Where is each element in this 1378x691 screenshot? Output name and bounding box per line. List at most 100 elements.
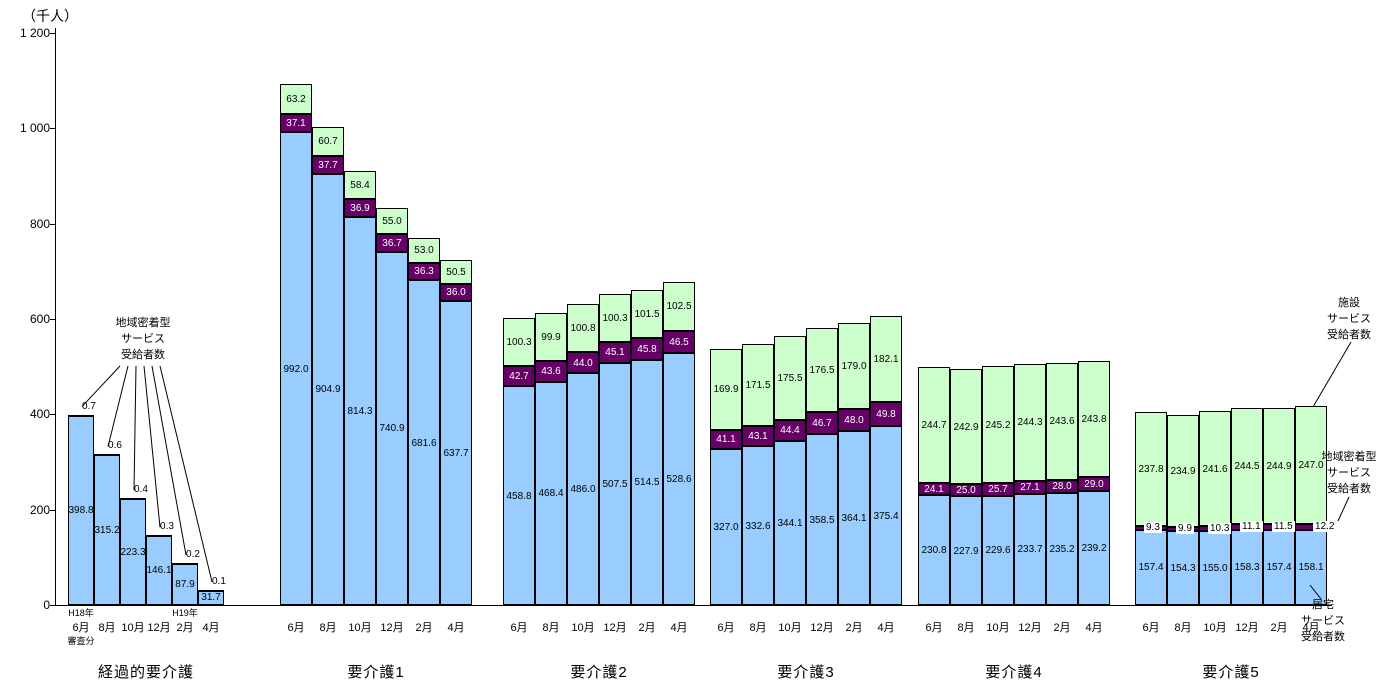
value-label-facility: 237.8 xyxy=(1138,463,1164,475)
month-label: 8月 xyxy=(98,622,116,634)
bar-segment-home xyxy=(440,301,472,605)
month-label: 2月 xyxy=(176,622,194,634)
bar-segment-community xyxy=(280,114,312,133)
value-label-home: 814.3 xyxy=(347,405,373,417)
bar-segment-facility xyxy=(1295,406,1327,524)
value-label-facility: 244.5 xyxy=(1234,460,1260,472)
annotation-facility-right: 施設 サービス 受給者数 xyxy=(1327,297,1371,341)
value-label-facility: 243.8 xyxy=(1081,414,1107,426)
value-label-home: 227.9 xyxy=(953,545,979,557)
bar-segment-facility xyxy=(567,304,599,353)
bar-segment-facility xyxy=(1014,364,1046,481)
value-label-home: 235.2 xyxy=(1049,543,1075,555)
value-label-community: 49.8 xyxy=(876,409,896,421)
bar-segment-home xyxy=(1199,531,1231,605)
month-label: 2月 xyxy=(845,622,863,634)
bar-segment-home xyxy=(1231,529,1263,605)
bar-segment-facility xyxy=(950,368,982,485)
bar-segment-facility xyxy=(806,327,838,412)
leader-line xyxy=(133,365,137,491)
value-label-home: 154.3 xyxy=(1170,563,1196,575)
value-label-community: 28.0 xyxy=(1052,481,1072,493)
bar-segment-community xyxy=(146,535,172,538)
y-tick-mark xyxy=(50,509,55,511)
value-label-community: 27.1 xyxy=(1020,482,1040,494)
month-label: 8月 xyxy=(1174,622,1192,634)
bar-segment-community xyxy=(1046,479,1078,493)
value-label-home: 230.8 xyxy=(921,544,947,556)
value-label-community: 43.1 xyxy=(748,431,768,443)
value-label-community: 36.0 xyxy=(446,287,466,299)
bar-segment-home xyxy=(312,173,344,605)
bar-segment-home xyxy=(1046,492,1078,605)
bar-segment-facility xyxy=(312,126,344,156)
value-label-facility: 247.0 xyxy=(1298,459,1324,471)
value-label-home: 514.5 xyxy=(634,477,660,489)
month-label: 4月 xyxy=(670,622,688,634)
era-label: H19年 xyxy=(172,608,198,618)
bar-segment-facility xyxy=(1231,407,1263,525)
value-label-facility: 242.9 xyxy=(953,421,979,433)
bar-segment-community xyxy=(68,414,94,417)
y-axis-title: （千人） xyxy=(22,8,78,24)
bar-segment-facility xyxy=(280,84,312,115)
group-label: 要介護2 xyxy=(570,664,628,681)
value-label-home: 637.7 xyxy=(443,448,469,459)
value-label-home: 528.6 xyxy=(666,474,692,486)
value-label-home: 332.6 xyxy=(745,520,771,532)
bar-segment-community xyxy=(198,589,224,592)
bar-segment-home xyxy=(120,498,146,605)
y-tick-label: 800 xyxy=(29,216,50,231)
bar-segment-community xyxy=(663,330,695,354)
bar-segment-facility xyxy=(599,293,631,342)
value-label-community: 42.7 xyxy=(509,371,529,383)
value-label-home: 358.5 xyxy=(809,514,835,526)
value-label-home: 31.7 xyxy=(201,592,221,604)
bar-segment-home xyxy=(1167,531,1199,605)
value-label-facility: 175.5 xyxy=(777,372,803,384)
month-label: 4月 xyxy=(1302,622,1320,634)
value-label-facility: 100.3 xyxy=(506,337,532,349)
bar-segment-community xyxy=(806,411,838,435)
annotation-home-right: 居宅 サービス 受給者数 xyxy=(1301,599,1345,643)
value-label-community: 10.3 xyxy=(1208,522,1232,534)
value-label-community: 0.1 xyxy=(212,575,226,587)
value-label-facility: 58.4 xyxy=(350,180,370,192)
value-label-facility: 100.8 xyxy=(570,323,596,335)
bar-segment-home xyxy=(838,431,870,605)
value-label-facility: 101.5 xyxy=(634,308,660,320)
value-label-home: 904.9 xyxy=(315,384,341,396)
value-label-facility: 244.3 xyxy=(1017,417,1043,429)
month-label: 6月 xyxy=(287,622,305,634)
bar-segment-facility xyxy=(710,348,742,430)
value-label-community: 46.7 xyxy=(812,417,832,429)
y-tick-label: 600 xyxy=(29,312,50,326)
bar-segment-community xyxy=(567,352,599,374)
bar-segment-facility xyxy=(774,336,806,420)
bar-segment-community xyxy=(1078,477,1110,491)
month-label: 10月 xyxy=(121,622,145,634)
value-label-home: 157.4 xyxy=(1266,562,1292,574)
value-label-home: 87.9 xyxy=(175,579,195,591)
value-label-community: 24.1 xyxy=(924,484,944,496)
month-label: 6月 xyxy=(925,622,943,634)
value-label-home: 223.3 xyxy=(120,546,146,558)
bar-segment-facility xyxy=(838,323,870,409)
bar-segment-facility xyxy=(870,315,902,403)
bar-segment-facility xyxy=(503,318,535,366)
month-label: 12月 xyxy=(810,622,834,634)
bar-segment-facility xyxy=(742,344,774,426)
month-label: 4月 xyxy=(1085,622,1103,634)
month-label: 6月 xyxy=(1142,622,1160,634)
y-tick-label: 400 xyxy=(29,407,50,422)
bar-segment-home xyxy=(599,363,631,605)
bar-segment-community xyxy=(440,283,472,302)
month-label: 4月 xyxy=(877,622,895,634)
value-label-facility: 241.6 xyxy=(1202,463,1228,475)
value-label-community: 48.0 xyxy=(844,415,864,426)
bar-segment-facility xyxy=(918,366,950,484)
leader-line xyxy=(107,365,129,447)
value-label-home: 507.5 xyxy=(602,479,628,491)
value-label-facility: 234.9 xyxy=(1170,465,1196,477)
bar-segment-home xyxy=(918,494,950,605)
